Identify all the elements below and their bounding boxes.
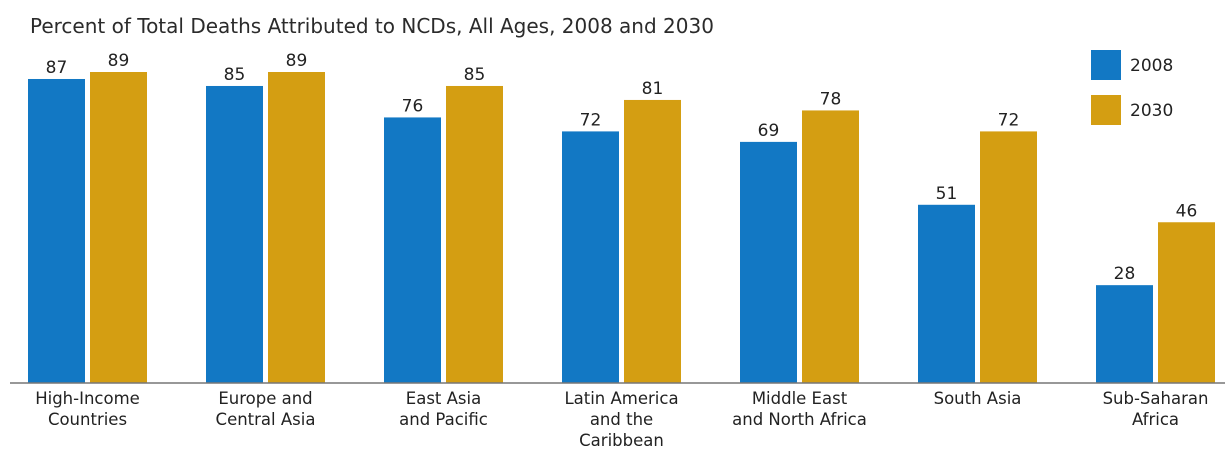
bar-2030-1: [268, 72, 325, 383]
data-label-2030-0: 89: [108, 51, 130, 71]
legend-label-2030: 2030: [1130, 101, 1173, 121]
legend-swatch-2030: [1091, 95, 1121, 125]
category-label-0-line-0: High-Income: [35, 389, 140, 408]
data-label-2030-5: 72: [998, 110, 1020, 130]
data-label-2008-0: 87: [46, 58, 68, 78]
bar-2008-6: [1096, 285, 1153, 383]
bar-2008-2: [384, 117, 441, 383]
category-label-2-line-1: and Pacific: [399, 410, 488, 429]
bar-2030-5: [980, 131, 1037, 383]
bars-layer: [28, 72, 1215, 384]
bar-2030-3: [624, 99, 681, 384]
data-label-2008-5: 51: [936, 184, 958, 204]
bar-2030-0: [90, 72, 147, 383]
category-label-3-line-1: and the: [590, 410, 653, 429]
data-label-2030-1: 89: [286, 51, 308, 71]
category-label-0-line-1: Countries: [48, 410, 127, 429]
data-label-2008-4: 69: [758, 121, 780, 141]
category-label-5-line-0: South Asia: [934, 389, 1022, 408]
bar-2008-3: [562, 131, 619, 383]
data-label-2008-2: 76: [402, 96, 424, 116]
category-label-6-line-1: Africa: [1132, 410, 1179, 429]
chart-title: Percent of Total Deaths Attributed to NC…: [30, 14, 714, 38]
data-label-2008-3: 72: [580, 110, 602, 130]
bar-2030-6: [1158, 222, 1215, 383]
data-label-2030-6: 46: [1176, 201, 1198, 221]
data-label-2030-2: 85: [464, 65, 486, 85]
bar-2008-4: [740, 141, 797, 383]
legend-swatch-2008: [1091, 50, 1121, 80]
category-label-2-line-0: East Asia: [406, 389, 481, 408]
category-label-4-line-0: Middle East: [752, 389, 848, 408]
data-label-2030-3: 81: [642, 79, 664, 99]
category-label-3-line-0: Latin America: [564, 389, 678, 408]
category-label-6-line-0: Sub-Saharan: [1103, 389, 1209, 408]
bar-2008-1: [206, 85, 263, 383]
legend: 2008 2030: [1091, 50, 1173, 125]
category-label-1-line-0: Europe and: [218, 389, 312, 408]
data-label-2030-4: 78: [820, 89, 842, 109]
category-label-1-line-1: Central Asia: [216, 410, 316, 429]
bar-2030-2: [446, 85, 503, 383]
category-label-4-line-1: and North Africa: [732, 410, 867, 429]
category-label-3-line-2: Caribbean: [579, 431, 664, 450]
bar-2008-5: [918, 204, 975, 383]
category-labels-layer: High-Income Countries Europe and Central As…: [35, 389, 1208, 450]
data-label-2008-6: 28: [1114, 264, 1136, 284]
legend-label-2008: 2008: [1130, 56, 1173, 76]
bar-2030-4: [802, 110, 859, 383]
data-label-2008-1: 85: [224, 65, 246, 85]
value-labels-layer: 87 89 85 89 76 85 72 81 69 78 51 72 28 46: [46, 51, 1198, 284]
bar-2008-0: [28, 78, 85, 383]
